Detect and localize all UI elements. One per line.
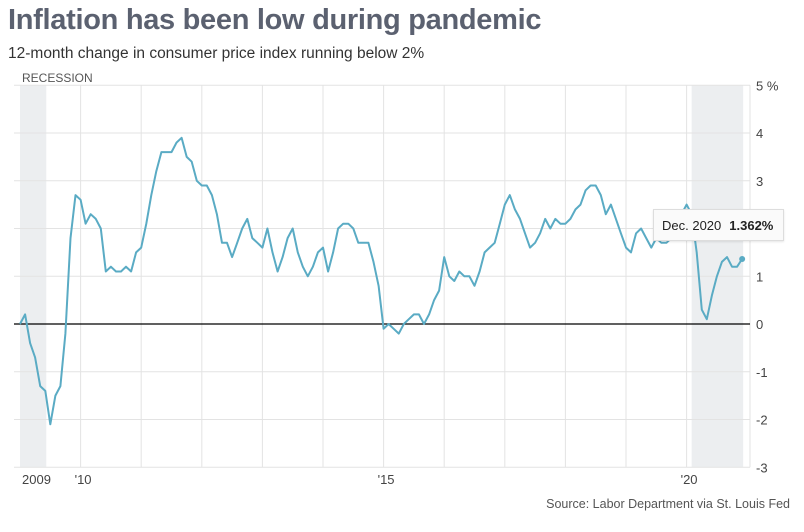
y-tick-label: 0 [756,317,763,332]
y-tick-label: -3 [756,460,768,475]
x-tick-label: '20 [681,472,698,487]
y-tick-label: 5 % [756,78,779,93]
source-note: Source: Labor Department via St. Louis F… [546,497,790,511]
x-tick-label: '10 [75,472,92,487]
chart-title: Inflation has been low during pandemic [8,4,542,36]
cpi-line [19,136,743,426]
y-tick-label: 1 [756,269,763,284]
y-tick-label: 4 [756,126,763,141]
tooltip-value: 1.362% [729,218,774,233]
tooltip-date: Dec. 2020 [662,218,722,233]
y-tick-label: -1 [756,365,768,380]
y-tick-label: 3 [756,174,763,189]
recession-label: RECESSION [22,71,93,85]
tooltip: Dec. 2020 1.362% [653,209,784,241]
chart-subtitle: 12-month change in consumer price index … [8,45,425,62]
last-point-marker [739,255,746,262]
x-tick-label: '15 [378,472,395,487]
x-tick-label: 2009 [22,472,51,487]
y-tick-label: -2 [756,413,768,428]
